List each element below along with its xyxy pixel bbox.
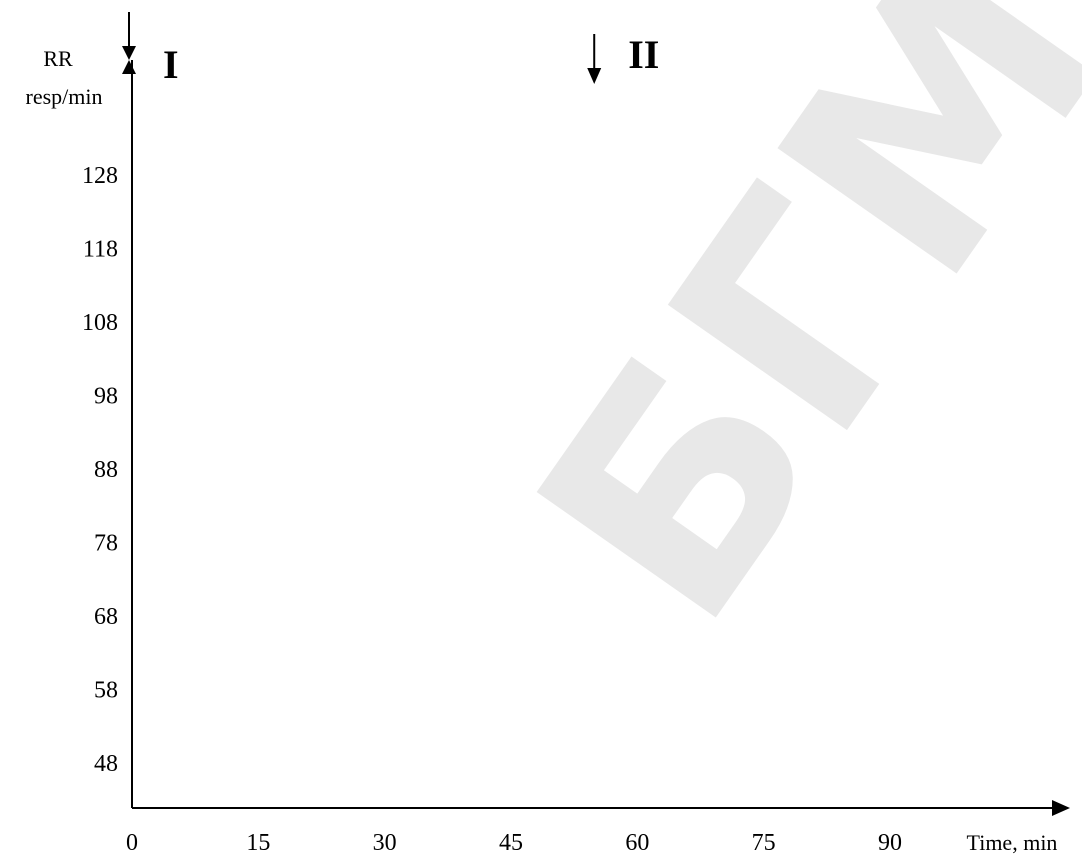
y-tick-label: 48 bbox=[94, 751, 118, 777]
x-tick-label: 90 bbox=[878, 830, 902, 856]
x-tick-label: 30 bbox=[373, 830, 397, 856]
arrow-down-icon bbox=[587, 68, 602, 84]
annotation-I: I bbox=[122, 12, 179, 87]
y-tick-label: 108 bbox=[82, 310, 118, 336]
annotations: I II bbox=[122, 12, 659, 87]
x-tick-label: 45 bbox=[499, 830, 523, 856]
arrow-down-icon bbox=[122, 46, 136, 60]
x-axis-label: Time, min bbox=[967, 830, 1058, 855]
y-tick-label: 128 bbox=[82, 163, 118, 189]
annotation-label: II bbox=[628, 32, 659, 77]
x-tick-labels: 0 15 30 45 60 75 90 bbox=[126, 830, 902, 856]
x-tick-label: 60 bbox=[625, 830, 649, 856]
y-tick-label: 68 bbox=[94, 604, 118, 630]
x-axis-arrow-icon bbox=[1052, 800, 1070, 816]
y-tick-label: 88 bbox=[94, 457, 118, 483]
watermark: БГМУ bbox=[472, 0, 1082, 681]
annotation-label: I bbox=[163, 42, 179, 87]
watermark-text: БГМУ bbox=[472, 0, 1082, 681]
y-tick-label: 78 bbox=[94, 531, 118, 557]
y-axis-label-line2: resp/min bbox=[26, 84, 103, 109]
x-tick-label: 75 bbox=[752, 830, 776, 856]
y-tick-label: 58 bbox=[94, 678, 118, 704]
y-tick-labels: 48 58 68 78 88 98 108 118 128 bbox=[82, 163, 118, 777]
y-axis-label-line1: RR bbox=[43, 46, 73, 71]
y-tick-label: 98 bbox=[94, 384, 118, 410]
x-tick-label: 0 bbox=[126, 830, 138, 856]
arrow-up-icon bbox=[122, 60, 136, 74]
annotation-II: II bbox=[587, 32, 659, 84]
x-tick-label: 15 bbox=[246, 830, 270, 856]
y-tick-label: 118 bbox=[83, 237, 118, 263]
